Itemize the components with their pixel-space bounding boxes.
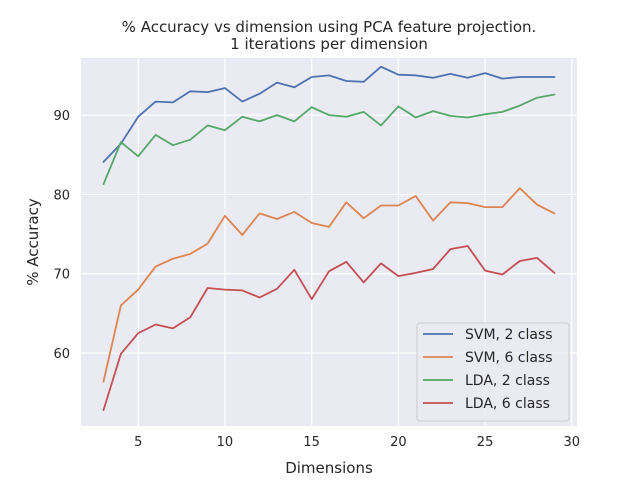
series-line-2: [102, 187, 556, 383]
x-tick-label: 30: [564, 435, 581, 450]
chart-title-line2: 1 iterations per dimension: [230, 35, 428, 53]
legend-label: SVM, 2 class: [465, 327, 553, 343]
x-axis-label: Dimensions: [285, 459, 373, 477]
x-tick-label: 25: [477, 435, 494, 450]
x-tick-label: 20: [390, 435, 407, 450]
y-tick-label: 60: [53, 347, 70, 362]
x-tick-label: 10: [217, 435, 234, 450]
legend-label: LDA, 6 class: [465, 396, 550, 412]
tick-labels: 5 10 15 20 25 30 60 70 80 90: [53, 109, 580, 450]
legend-label: LDA, 2 class: [465, 373, 550, 389]
legend-box: [416, 322, 570, 422]
x-tick-label: 15: [303, 435, 320, 450]
series-line-1: [102, 65, 556, 163]
x-tick-label: 5: [134, 435, 142, 450]
y-axis-label: % Accuracy: [24, 198, 42, 286]
series-line-3: [102, 93, 556, 186]
series-layer: [102, 65, 556, 412]
legend-items: SVM, 2 class SVM, 6 class LDA, 2 class LDA,…: [423, 327, 553, 412]
y-tick-label: 80: [53, 188, 70, 203]
y-tick-label: 90: [53, 109, 70, 124]
legend-label: SVM, 6 class: [465, 350, 553, 366]
legend: SVM, 2 class SVM, 6 class LDA, 2 class LDA,…: [416, 322, 570, 422]
series-line-4: [102, 245, 556, 412]
chart-title-line1: % Accuracy vs dimension using PCA featur…: [122, 18, 537, 36]
y-tick-label: 70: [53, 268, 70, 283]
